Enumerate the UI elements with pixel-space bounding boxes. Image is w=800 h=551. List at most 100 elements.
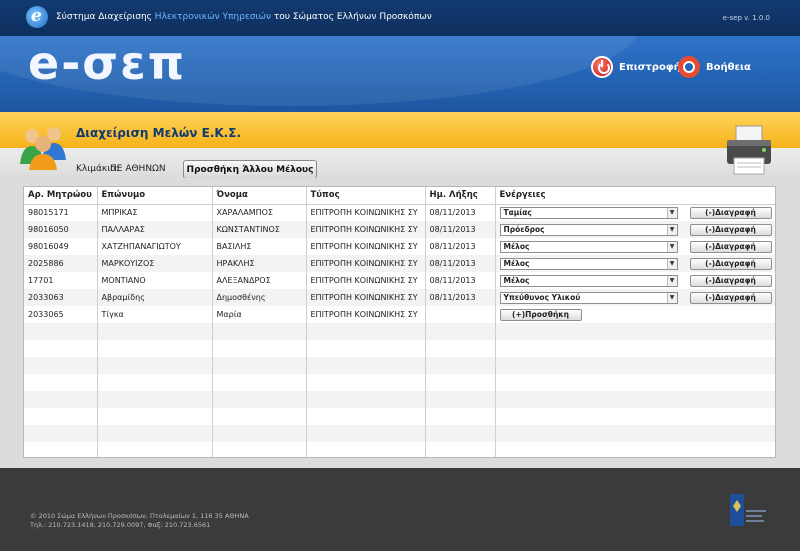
col-header-actions: Ενέργειες (495, 187, 775, 205)
cell-expiry (425, 306, 496, 323)
cell-reg: 2033065 (24, 306, 98, 323)
cell-name: ΗΡΑΚΛΗΣ (212, 255, 307, 272)
cell-type: ΕΠΙΤΡΟΠΗ ΚΟΙΝΩΝΙΚΗΣ ΣΥ (306, 289, 426, 306)
back-label: Επιστροφή (619, 61, 681, 73)
cell-actions: Πρόεδρος ▼ (-)Διαγραφή (495, 221, 775, 238)
cell-reg: 98015171 (24, 204, 98, 221)
cell-surname: Αβραμίδης (97, 289, 213, 306)
table-row: 98015171 ΜΠΡΙΚΑΣ ΧΑΡΑΛΑΜΠΟΣ ΕΠΙΤΡΟΠΗ ΚΟΙ… (24, 204, 775, 221)
table-row: 98016050 ΠΑΛΛΑΡΑΣ ΚΩΝΣΤΑΝΤΙΝΟΣ ΕΠΙΤΡΟΠΗ … (24, 221, 775, 238)
delete-button[interactable]: (-)Διαγραφή (689, 257, 772, 270)
cell-type: ΕΠΙΤΡΟΠΗ ΚΟΙΝΩΝΙΚΗΣ ΣΥ (306, 272, 426, 289)
cell-surname: ΠΑΛΛΑΡΑΣ (97, 221, 213, 238)
cell-expiry: 08/11/2013 (425, 238, 496, 255)
col-header-reg: Αρ. Μητρώου (24, 187, 98, 205)
cell-type: ΕΠΙΤΡΟΠΗ ΚΟΙΝΩΝΙΚΗΣ ΣΥ (306, 238, 426, 255)
cell-type: ΕΠΙΤΡΟΠΗ ΚΟΙΝΩΝΙΚΗΣ ΣΥ (306, 221, 426, 238)
table-row: 17701 ΜΟΝΤΙΑΝΟ ΑΛΕΞΑΝΔΡΟΣ ΕΠΙΤΡΟΠΗ ΚΟΙΝΩ… (24, 272, 775, 289)
empty-row (24, 374, 775, 391)
add-member-button[interactable]: Προσθήκη Άλλου Μέλους (183, 160, 317, 179)
footer (0, 468, 800, 551)
empty-row (24, 425, 775, 442)
brand-logo: e-σεπ (28, 36, 187, 90)
cell-name: Μαρία (212, 306, 307, 323)
page-title: Διαχείριση Μελών Ε.Κ.Σ. (76, 126, 241, 140)
chevron-down-icon: ▼ (666, 292, 677, 303)
cell-expiry: 08/11/2013 (425, 289, 496, 306)
cell-surname: ΜΑΡΚΟΥΙΖΟΣ (97, 255, 213, 272)
cell-type: ΕΠΙΤΡΟΠΗ ΚΟΙΝΩΝΙΚΗΣ ΣΥ (306, 306, 426, 323)
cell-name: ΒΑΣΙΛΗΣ (212, 238, 307, 255)
role-select[interactable]: Μέλος ▼ (499, 240, 678, 253)
system-title-pre: Σύστημα Διαχείρισης (56, 12, 155, 22)
delete-button[interactable]: (-)Διαγραφή (689, 206, 772, 219)
delete-button[interactable]: (-)Διαγραφή (689, 240, 772, 253)
table-header-row: Αρ. Μητρώου Επώνυμο Όνομα Τύπος Ημ. Λήξη… (24, 187, 775, 205)
cell-actions: Μέλος ▼ (-)Διαγραφή (495, 238, 775, 255)
role-select[interactable]: Μέλος ▼ (499, 274, 678, 287)
empty-row (24, 340, 775, 357)
back-button[interactable]: Επιστροφή (591, 56, 681, 78)
cell-actions: Ταμίας ▼ (-)Διαγραφή (495, 204, 775, 221)
cell-surname: Τίγκα (97, 306, 213, 323)
empty-row (24, 357, 775, 374)
cell-surname: ΧΑΤΖΗΠΑΝΑΓΙΩΤΟΥ (97, 238, 213, 255)
role-select-value: Υπεύθυνος Υλικού (503, 293, 581, 302)
help-label: Βοήθεια (706, 61, 751, 73)
cell-expiry: 08/11/2013 (425, 204, 496, 221)
chevron-down-icon: ▼ (666, 224, 677, 235)
cell-reg: 98016049 (24, 238, 98, 255)
add-row-button[interactable]: (+)Προσθήκη (499, 308, 582, 321)
delete-button[interactable]: (-)Διαγραφή (689, 274, 772, 287)
role-select-value: Ταμίας (503, 208, 532, 218)
delete-button[interactable]: (-)Διαγραφή (689, 291, 772, 304)
system-title-post: του Σώματος Ελλήνων Προσκόπων (271, 12, 432, 22)
col-header-surname: Επώνυμο (97, 187, 213, 205)
role-select-value: Μέλος (503, 242, 530, 251)
role-select-value: Πρόεδρος (503, 225, 545, 234)
role-select[interactable]: Ταμίας ▼ (499, 206, 678, 219)
members-table: Αρ. Μητρώου Επώνυμο Όνομα Τύπος Ημ. Λήξη… (23, 186, 776, 458)
version-label: e-sep v. 1.0.0 (722, 14, 770, 22)
cell-expiry: 08/11/2013 (425, 272, 496, 289)
col-header-name: Όνομα (212, 187, 307, 205)
table-row: 2025886 ΜΑΡΚΟΥΙΖΟΣ ΗΡΑΚΛΗΣ ΕΠΙΤΡΟΠΗ ΚΟΙΝ… (24, 255, 775, 272)
cell-surname: ΜΟΝΤΙΑΝΟ (97, 272, 213, 289)
role-select[interactable]: Μέλος ▼ (499, 257, 678, 270)
col-header-type: Τύπος (306, 187, 426, 205)
cell-name: ΧΑΡΑΛΑΜΠΟΣ (212, 204, 307, 221)
power-icon (591, 56, 613, 78)
role-select[interactable]: Υπεύθυνος Υλικού ▼ (499, 291, 678, 304)
cell-surname: ΜΠΡΙΚΑΣ (97, 204, 213, 221)
cell-reg: 98016050 (24, 221, 98, 238)
chevron-down-icon: ▼ (666, 207, 677, 218)
printer-icon[interactable] (724, 124, 774, 178)
cell-type: ΕΠΙΤΡΟΠΗ ΚΟΙΝΩΝΙΚΗΣ ΣΥ (306, 204, 426, 221)
top-bar: Σύστημα Διαχείρισης Ηλεκτρονικών Υπηρεσι… (0, 0, 800, 36)
col-header-expiry: Ημ. Λήξης (425, 187, 496, 205)
system-title: Σύστημα Διαχείρισης Ηλεκτρονικών Υπηρεσι… (56, 12, 432, 22)
role-select-value: Μέλος (503, 259, 530, 268)
cell-name: Δημοσθένης (212, 289, 307, 306)
cell-reg: 2033063 (24, 289, 98, 306)
level-label: Κλιμάκιο: (76, 164, 119, 174)
cell-reg: 2025886 (24, 255, 98, 272)
role-select[interactable]: Πρόεδρος ▼ (499, 223, 678, 236)
delete-button[interactable]: (-)Διαγραφή (689, 223, 772, 236)
cell-actions: Μέλος ▼ (-)Διαγραφή (495, 272, 775, 289)
footer-copyright: © 2010 Σώμα Ελλήνων Προσκόπων, Πτολεμαίω… (30, 512, 249, 520)
header-banner: e-σεπ Επιστροφή Βοήθεια (0, 36, 800, 112)
empty-row (24, 391, 775, 408)
cell-actions: Υπεύθυνος Υλικού ▼ (-)Διαγραφή (495, 289, 775, 306)
footer-contact: Τηλ.: 210.723.1418, 210.729.0097, Φαξ: 2… (30, 521, 211, 529)
cell-actions: (+)Προσθήκη (495, 306, 775, 323)
role-select-value: Μέλος (503, 276, 530, 285)
empty-row (24, 408, 775, 425)
members-group-icon (20, 127, 66, 170)
chevron-down-icon: ▼ (666, 275, 677, 286)
cell-expiry: 08/11/2013 (425, 255, 496, 272)
help-button[interactable]: Βοήθεια (678, 56, 751, 78)
empty-row (24, 442, 775, 457)
cell-name: ΚΩΝΣΤΑΝΤΙΝΟΣ (212, 221, 307, 238)
table-row: 2033063 Αβραμίδης Δημοσθένης ΕΠΙΤΡΟΠΗ ΚΟ… (24, 289, 775, 306)
